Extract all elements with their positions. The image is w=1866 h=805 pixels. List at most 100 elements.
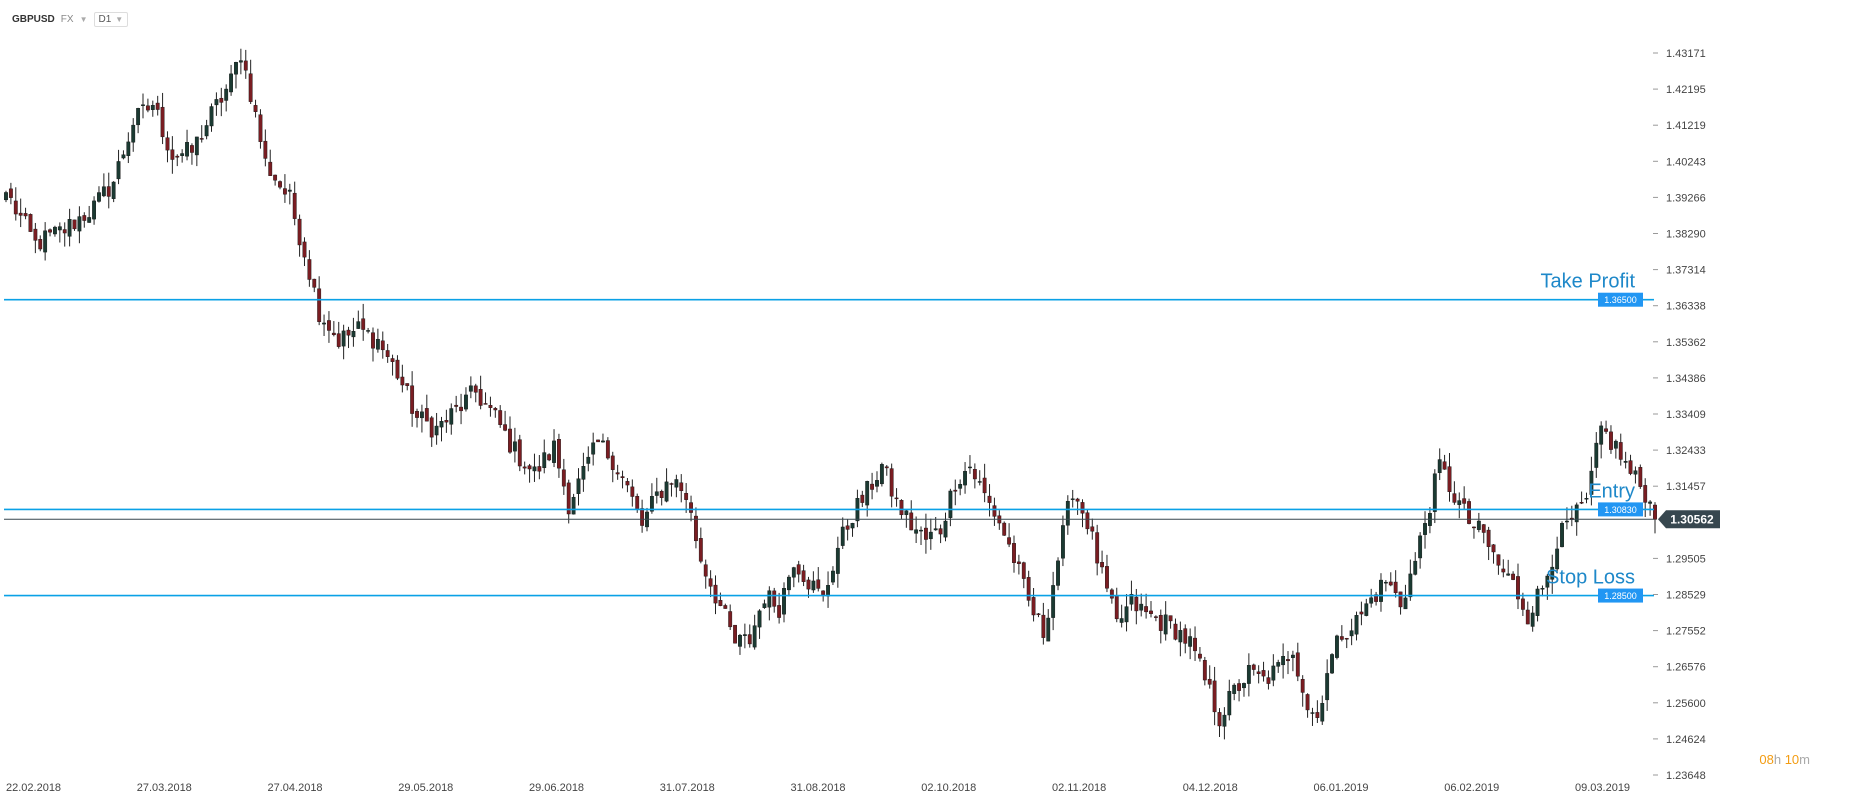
candle-body: [1457, 500, 1462, 505]
symbol-label[interactable]: GBPUSD: [12, 13, 55, 25]
chevron-down-icon: ▼: [115, 14, 124, 24]
candle-body: [772, 590, 777, 607]
candle-body: [307, 259, 312, 280]
price-tick-label: 1.31457: [1666, 481, 1706, 493]
candle-body: [292, 192, 297, 219]
candle-body: [635, 495, 640, 510]
candle-body: [762, 603, 767, 608]
chevron-down-icon[interactable]: ▼: [79, 14, 88, 24]
candle-body: [429, 417, 434, 438]
candle-body: [698, 538, 703, 562]
candle-body: [1056, 560, 1060, 586]
candle-body: [601, 440, 605, 443]
candle-body: [1359, 611, 1364, 615]
candle-body: [537, 466, 542, 472]
candle-body: [1403, 597, 1408, 610]
candle-body: [268, 161, 273, 176]
candle-body: [1520, 598, 1525, 610]
candle-body: [439, 421, 444, 428]
price-tick-label: 1.24624: [1666, 734, 1706, 746]
candle-body: [517, 439, 522, 467]
candle-body: [1344, 638, 1349, 640]
price-tick-label: 1.43171: [1666, 48, 1706, 60]
candle-body: [493, 408, 498, 411]
date-tick-label: 29.06.2018: [529, 782, 584, 794]
candle-body: [1227, 691, 1232, 716]
candle-body: [542, 452, 547, 469]
candle-body: [1418, 535, 1423, 559]
candle-body: [185, 142, 189, 157]
candle-body: [884, 466, 889, 469]
candle-body: [1354, 615, 1359, 635]
candle-body: [13, 200, 18, 215]
candle-body: [1237, 683, 1241, 691]
candle-body: [953, 489, 958, 492]
candle-body: [615, 472, 620, 475]
current-price-tag: [1658, 510, 1720, 529]
timeframe-selector[interactable]: D1 ▼: [93, 11, 129, 27]
candle-body: [1369, 597, 1374, 604]
candle-body: [943, 520, 948, 538]
candle-body: [1300, 679, 1305, 693]
hours-unit: h: [1773, 752, 1782, 767]
candle-body: [919, 529, 923, 532]
candle-body: [1491, 544, 1496, 553]
candle-body: [1388, 581, 1393, 586]
candle-body: [449, 408, 454, 425]
candle-body: [351, 331, 356, 338]
candle-body: [454, 404, 459, 407]
candle-body: [1271, 665, 1276, 681]
candle-body: [1178, 630, 1183, 643]
candle-body: [889, 468, 894, 497]
candle-body: [1599, 425, 1604, 445]
candle-body: [1364, 603, 1369, 616]
candle-body: [375, 338, 380, 350]
candle-body: [963, 470, 967, 486]
candle-body: [512, 441, 517, 452]
candle-body: [155, 102, 160, 110]
candle-body: [1555, 548, 1560, 570]
candle-body: [782, 588, 786, 615]
candle-body: [92, 200, 96, 220]
candle-body: [1643, 485, 1648, 503]
candle-body: [131, 124, 136, 143]
price-tick-label: 1.42195: [1666, 84, 1706, 96]
candle-body: [1393, 581, 1398, 594]
level-name-label: Stop Loss: [1546, 567, 1635, 589]
candle-body: [1648, 501, 1653, 504]
candle-body: [258, 114, 263, 142]
chart-header: GBPUSD FX ▼ D1 ▼: [12, 10, 129, 28]
levels-layer: Take Profit 1.36500 Entry 1.30830 Stop Loss 1…: [4, 271, 1654, 603]
candle-body: [1501, 568, 1506, 573]
candle-body: [1511, 573, 1516, 580]
candle-body: [141, 104, 145, 106]
candle-body: [229, 73, 233, 93]
candle-body: [371, 332, 375, 349]
candle-body: [1095, 532, 1100, 564]
candle-body: [287, 189, 292, 192]
candle-body: [459, 406, 463, 412]
candle-body: [498, 410, 503, 425]
candle-body: [1173, 623, 1178, 640]
candle-body: [53, 226, 57, 235]
candle-body: [605, 440, 610, 459]
candle-body: [62, 229, 67, 234]
current-price-label: 1.30562: [1670, 512, 1714, 526]
candle-body: [434, 425, 439, 436]
candle-body: [150, 105, 155, 110]
candle-body: [1119, 618, 1124, 623]
candle-body: [1398, 591, 1403, 608]
date-tick-label: 02.11.2018: [1052, 782, 1106, 794]
date-tick-label: 06.01.2019: [1314, 782, 1369, 794]
candle-body: [1550, 566, 1555, 580]
candle-body: [703, 564, 708, 577]
candle-body: [4, 192, 8, 201]
candle-body: [914, 529, 919, 534]
candle-body: [1090, 526, 1095, 532]
candle-body: [331, 332, 336, 336]
candle-body: [1467, 501, 1471, 524]
candle-body: [1276, 662, 1281, 667]
candle-body: [909, 512, 914, 531]
candle-body: [1193, 637, 1197, 652]
